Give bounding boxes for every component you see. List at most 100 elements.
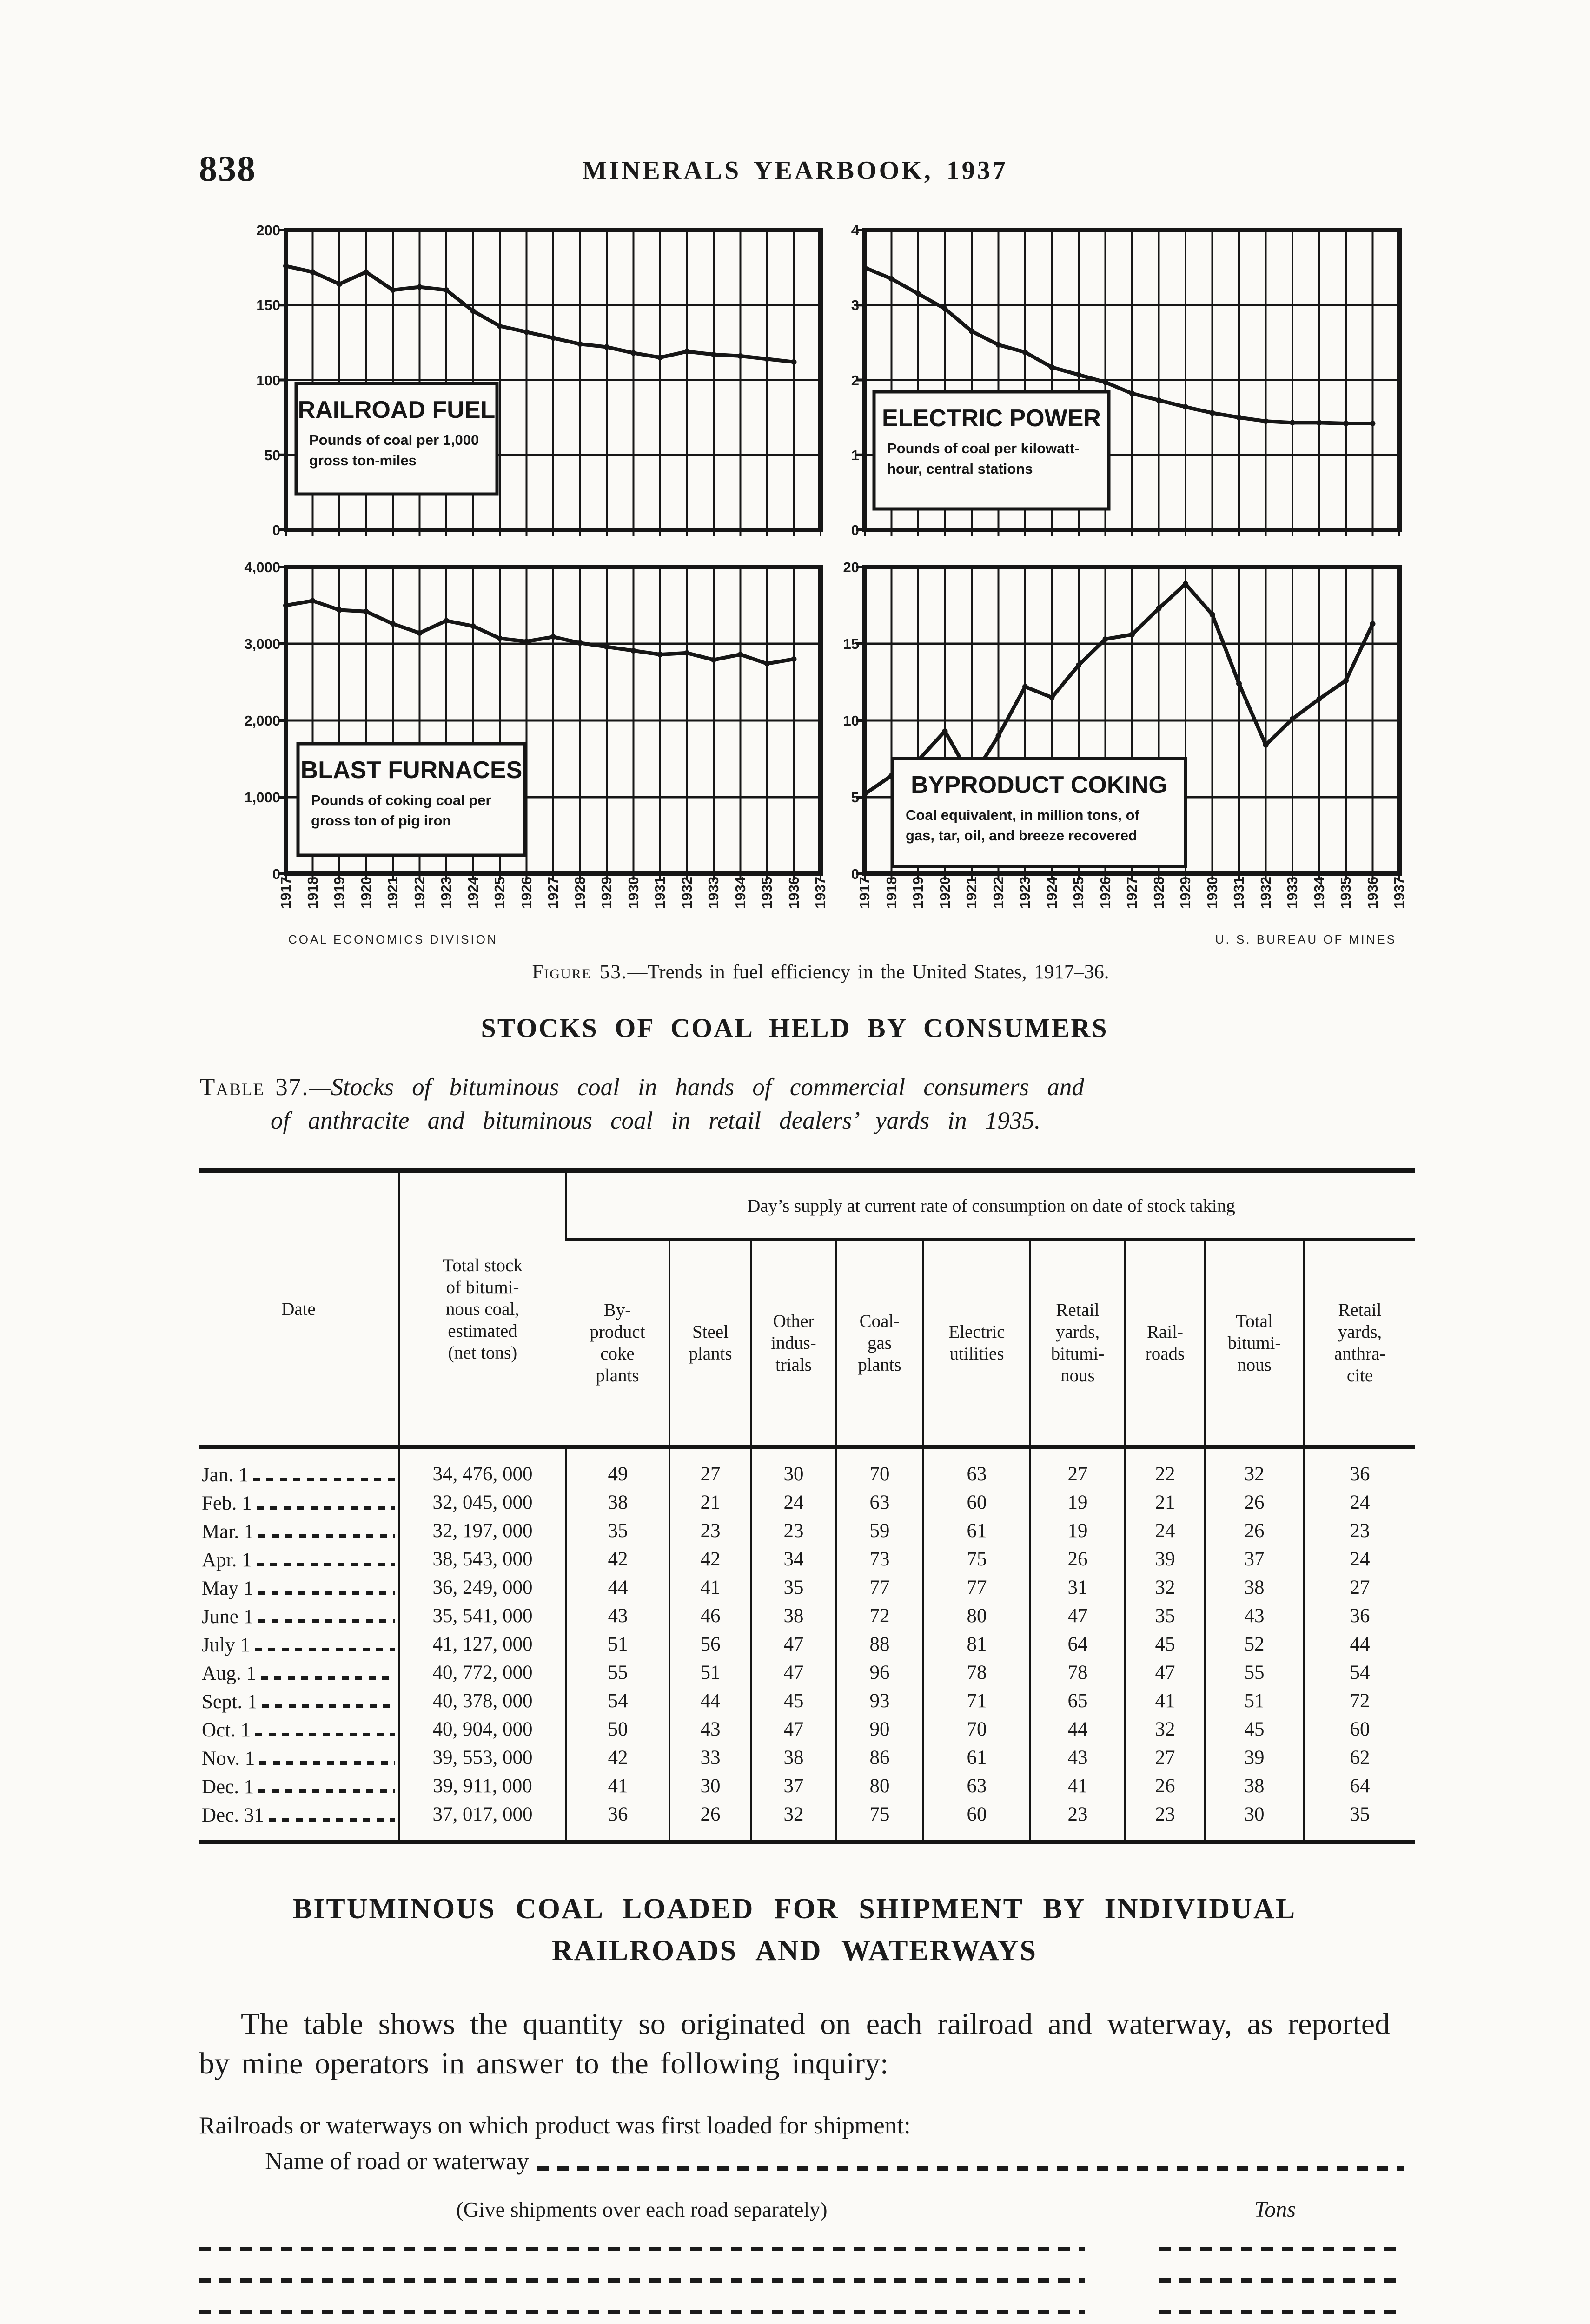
leader-dots	[258, 1603, 395, 1623]
figure-53: 0 50 100 150 200 RAILROAD FUEL Pounds of coal…	[242, 222, 1407, 984]
year-tick-label: 1919	[910, 877, 926, 909]
date-label: June 1	[202, 1606, 254, 1628]
chart-byproduct-coking: BYPRODUCT COKING Coal equivalent, in mill…	[856, 565, 1402, 880]
y-tick-label: 0	[851, 866, 859, 882]
chart-label-title: BYPRODUCT COKING	[911, 772, 1167, 799]
value-cell: 45	[750, 1687, 836, 1715]
value-cell: 36	[565, 1800, 669, 1842]
total-stock-cell: 40, 904, 000	[398, 1715, 566, 1743]
value-cell: 61	[922, 1517, 1030, 1545]
value-cell: 65	[1029, 1687, 1125, 1715]
year-tick-label: 1924	[464, 877, 481, 909]
value-cell: 44	[565, 1573, 669, 1602]
date-cell: Apr. 1	[199, 1545, 399, 1573]
date-label: Sept. 1	[202, 1691, 258, 1713]
column-header-total-stock: Total stock of bitumi- nous coal, estima…	[398, 1170, 566, 1449]
date-label: Mar. 1	[202, 1521, 254, 1543]
value-cell: 64	[1302, 1772, 1416, 1800]
value-cell: 75	[835, 1800, 923, 1842]
chart-label-subtitle: gas, tar, oil, and breeze recovered	[906, 827, 1137, 844]
value-cell: 27	[669, 1447, 751, 1488]
total-stock-cell: 37, 017, 000	[398, 1800, 566, 1842]
value-cell: 35	[565, 1517, 669, 1545]
column-header: Coal- gas plants	[835, 1239, 923, 1449]
value-cell: 26	[1029, 1545, 1125, 1573]
year-tick-label: 1937	[1391, 877, 1407, 909]
fill-in-blank-line	[537, 2164, 1404, 2171]
value-cell: 26	[1124, 1772, 1205, 1800]
year-tick-label: 1927	[545, 877, 561, 909]
date-cell: Jan. 1	[199, 1447, 399, 1488]
year-tick-label: 1920	[358, 877, 374, 909]
value-cell: 51	[1204, 1687, 1304, 1715]
value-cell: 59	[835, 1517, 923, 1545]
value-cell: 35	[1302, 1800, 1416, 1842]
total-stock-cell: 32, 045, 000	[398, 1488, 566, 1517]
table-row: July 1 41, 127, 000 51 56 47 88 81 64 45 52 44	[199, 1630, 1416, 1658]
figure-credits: COAL ECONOMICS DIVISION U. S. BUREAU OF …	[242, 932, 1399, 947]
total-stock-cell: 32, 197, 000	[398, 1517, 566, 1545]
value-cell: 41	[565, 1772, 669, 1800]
date-label: Feb. 1	[202, 1492, 252, 1514]
year-tick-label: 1930	[625, 877, 642, 909]
value-cell: 23	[750, 1517, 836, 1545]
value-cell: 44	[1029, 1715, 1125, 1743]
chart-blast-furnaces: BLAST FURNACES Pounds of coking coal per g…	[278, 565, 823, 880]
y-tick-label: 4,000	[244, 559, 280, 575]
year-tick-label: 1933	[705, 877, 722, 909]
year-tick-label: 1918	[304, 877, 321, 909]
value-cell: 46	[669, 1602, 751, 1630]
value-cell: 26	[1204, 1488, 1304, 1517]
column-header: By- product coke plants	[566, 1239, 669, 1449]
value-cell: 60	[1302, 1715, 1416, 1743]
value-cell: 38	[750, 1743, 836, 1772]
date-label: Apr. 1	[202, 1549, 252, 1571]
leader-dots	[255, 1716, 395, 1736]
value-cell: 47	[750, 1630, 836, 1658]
form-note-line: (Give shipments over each road separatel…	[199, 2197, 1404, 2222]
chart-plot-railroad-fuel: RAILROAD FUEL Pounds of coal per 1,000 gro…	[278, 228, 823, 536]
stocks-table: Date Total stock of bitumi- nous coal, es…	[199, 1168, 1416, 1844]
value-cell: 35	[750, 1573, 836, 1602]
chart-plot-blast-furnaces: BLAST FURNACES Pounds of coking coal per g…	[278, 565, 823, 880]
date-label: July 1	[202, 1634, 250, 1656]
y-tick-label: 100	[256, 372, 280, 389]
leader-dots	[256, 1489, 395, 1510]
year-tick-label: 1933	[1284, 877, 1300, 909]
y-axis-labels-blast-furnaces: 0 1,000 2,000 3,000 4,000	[242, 559, 286, 882]
value-cell: 43	[669, 1715, 751, 1743]
value-cell: 47	[1124, 1658, 1205, 1687]
value-cell: 26	[669, 1800, 751, 1842]
figure-caption: Figure 53.—Trends in fuel efficiency in …	[242, 961, 1399, 984]
y-tick-label: 3	[851, 297, 859, 314]
value-cell: 42	[669, 1545, 751, 1573]
value-cell: 51	[669, 1658, 751, 1687]
value-cell: 75	[922, 1545, 1030, 1573]
year-tick-label: 1937	[812, 877, 828, 909]
value-cell: 49	[565, 1447, 669, 1488]
y-tick-label: 2,000	[244, 713, 280, 729]
column-header: Total bitumi- nous	[1204, 1239, 1304, 1449]
date-label: May 1	[202, 1578, 254, 1599]
value-cell: 72	[1302, 1687, 1416, 1715]
table-row: Nov. 1 39, 553, 000 42 33 38 86 61 43 27 39 62	[199, 1743, 1416, 1772]
value-cell: 27	[1124, 1743, 1205, 1772]
value-cell: 36	[1302, 1447, 1416, 1488]
date-label: Dec. 31	[202, 1804, 264, 1826]
form-entry-row	[199, 2310, 1404, 2314]
year-tick-label: 1929	[1177, 877, 1193, 909]
leader-dots	[258, 1518, 395, 1538]
table-row: Oct. 1 40, 904, 000 50 43 47 90 70 44 32 45 60	[199, 1715, 1416, 1743]
value-cell: 73	[835, 1545, 923, 1573]
value-cell: 38	[1204, 1772, 1304, 1800]
year-tick-label: 1934	[1311, 877, 1327, 909]
chart-label-subtitle: Coal equivalent, in million tons, of	[906, 807, 1140, 823]
fill-in-blank-line	[1159, 2278, 1404, 2283]
total-stock-cell: 41, 127, 000	[398, 1630, 566, 1658]
value-cell: 77	[922, 1573, 1030, 1602]
value-cell: 34	[750, 1545, 836, 1573]
chart-electric-power: ELECTRIC POWER Pounds of coal per kilowat…	[856, 228, 1402, 536]
value-cell: 43	[1204, 1602, 1304, 1630]
value-cell: 42	[565, 1743, 669, 1772]
value-cell: 70	[922, 1715, 1030, 1743]
